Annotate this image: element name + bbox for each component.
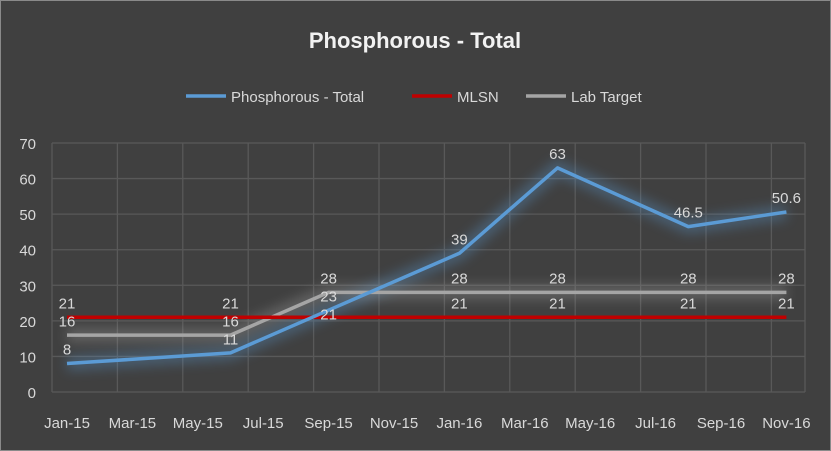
data-label: 28 [549, 270, 566, 287]
series-lines [66, 166, 787, 366]
legend-label: MLSN [457, 89, 499, 106]
data-labels: 2116821161128232139282163282146.5282150.… [59, 146, 801, 359]
data-label: 63 [549, 146, 566, 163]
y-tick-label: 40 [19, 243, 36, 260]
data-label: 21 [59, 295, 76, 312]
y-tick-label: 30 [19, 278, 36, 295]
data-label: 28 [320, 270, 337, 287]
chart-title: Phosphorous - Total [309, 28, 521, 53]
data-label: 39 [451, 231, 468, 248]
x-tick-label: May-15 [173, 415, 223, 432]
y-tick-label: 20 [19, 314, 36, 331]
y-tick-label: 10 [19, 349, 36, 366]
x-tick-label: Jan-15 [44, 415, 90, 432]
data-label: 23 [320, 288, 337, 305]
data-label: 21 [778, 295, 795, 312]
data-label: 21 [222, 295, 239, 312]
data-label: 21 [451, 295, 468, 312]
data-label: 28 [778, 270, 795, 287]
data-label: 16 [59, 313, 76, 330]
x-tick-label: Mar-15 [109, 415, 157, 432]
data-label: 28 [451, 270, 468, 287]
data-label: 46.5 [674, 205, 703, 222]
x-tick-label: May-16 [565, 415, 615, 432]
x-tick-label: Jul-15 [243, 415, 284, 432]
data-label: 8 [63, 342, 71, 359]
data-label: 21 [320, 306, 337, 323]
y-tick-label: 0 [28, 385, 36, 402]
x-tick-label: Sep-15 [304, 415, 352, 432]
x-tick-label: Jul-16 [635, 415, 676, 432]
data-label: 11 [223, 331, 239, 348]
data-label: 50.6 [772, 190, 801, 207]
y-tick-label: 50 [19, 207, 36, 224]
data-label: 28 [680, 270, 697, 287]
y-tick-label: 60 [19, 172, 36, 189]
data-label: 21 [549, 295, 566, 312]
x-tick-label: Jan-16 [436, 415, 482, 432]
axes: 0 10 20 30 40 50 60 70 Jan-15 Mar-15 May-15 Jul-15 S… [19, 136, 810, 432]
legend: Phosphorous - Total MLSN Lab Target [186, 89, 642, 106]
x-tick-label: Nov-16 [762, 415, 810, 432]
data-label: 21 [680, 295, 697, 312]
x-tick-label: Nov-15 [370, 415, 418, 432]
x-tick-label: Sep-16 [697, 415, 745, 432]
series-line-phosphorous-total [66, 166, 787, 366]
y-tick-label: 70 [19, 136, 36, 153]
data-label: 16 [222, 313, 239, 330]
legend-label: Phosphorous - Total [231, 89, 364, 106]
legend-label: Lab Target [571, 89, 642, 106]
x-tick-label: Mar-16 [501, 415, 549, 432]
series-line-lab-target [67, 290, 787, 337]
